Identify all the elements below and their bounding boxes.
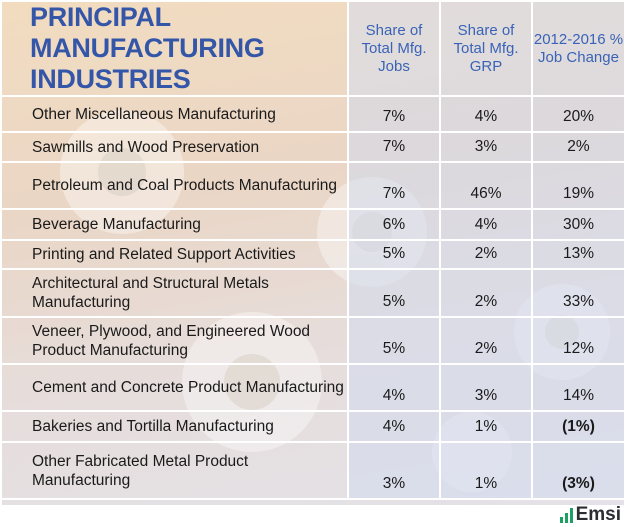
jobs-share: 6%: [347, 208, 440, 240]
jobs-share: 4%: [347, 363, 440, 411]
column-header-grp: Share of Total Mfg. GRP: [439, 2, 532, 96]
emsi-logo: Emsi: [559, 504, 621, 525]
jobs-share: 4%: [347, 410, 440, 442]
jobs-share: 5%: [347, 268, 440, 317]
grp-share: 2%: [439, 268, 532, 317]
brand-name: Emsi: [575, 504, 621, 525]
jobs-share: 5%: [347, 239, 440, 269]
table-row: Sawmills and Wood Preservation 7% 3% 2%: [2, 131, 624, 162]
table-row: Beverage Manufacturing 6% 4% 30%: [2, 208, 624, 240]
page-title: PRINCIPAL MANUFACTURING INDUSTRIES: [30, 2, 265, 94]
table-row: Veneer, Plywood, and Engineered Wood Pro…: [2, 316, 624, 364]
table-row: Petroleum and Coal Products Manufacturin…: [2, 161, 624, 209]
industry-name: Veneer, Plywood, and Engineered Wood Pro…: [2, 316, 348, 364]
column-header-jobs: Share of Total Mfg. Jobs: [347, 2, 440, 96]
grp-share: 2%: [439, 239, 532, 269]
job-change: 2%: [531, 131, 624, 162]
grp-share: 3%: [439, 131, 532, 162]
grp-share: 4%: [439, 95, 532, 132]
jobs-share: 5%: [347, 316, 440, 364]
grp-share: 2%: [439, 316, 532, 364]
grp-share: 1%: [439, 410, 532, 442]
table-panel: PRINCIPAL MANUFACTURING INDUSTRIES Share…: [2, 2, 624, 505]
job-change: (1%): [531, 410, 624, 442]
grp-share: 3%: [439, 363, 532, 411]
job-change: 33%: [531, 268, 624, 317]
jobs-share: 7%: [347, 95, 440, 132]
industry-name: Bakeries and Tortilla Manufacturing: [2, 410, 348, 442]
industries-table: PRINCIPAL MANUFACTURING INDUSTRIES Share…: [2, 2, 624, 500]
industry-name: Cement and Concrete Product Manufacturin…: [2, 363, 348, 411]
table-row: Cement and Concrete Product Manufacturin…: [2, 363, 624, 411]
industry-name: Petroleum and Coal Products Manufacturin…: [2, 161, 348, 209]
industry-name: Other Fabricated Metal Product Manufactu…: [2, 441, 348, 500]
bar-chart-icon: [559, 507, 573, 523]
table-row: Other Fabricated Metal Product Manufactu…: [2, 441, 624, 500]
header-row: PRINCIPAL MANUFACTURING INDUSTRIES Share…: [2, 2, 624, 96]
grp-share: 1%: [439, 441, 532, 500]
industry-name: Beverage Manufacturing: [2, 208, 348, 240]
grp-share: 4%: [439, 208, 532, 240]
industry-name: Other Miscellaneous Manufacturing: [2, 95, 348, 132]
job-change: 14%: [531, 363, 624, 411]
job-change: 12%: [531, 316, 624, 364]
table-row: Architectural and Structural Metals Manu…: [2, 268, 624, 317]
job-change: 20%: [531, 95, 624, 132]
jobs-share: 3%: [347, 441, 440, 500]
job-change: 13%: [531, 239, 624, 269]
job-change: (3%): [531, 441, 624, 500]
industry-name: Sawmills and Wood Preservation: [2, 131, 348, 162]
industry-name: Printing and Related Support Activities: [2, 239, 348, 269]
jobs-share: 7%: [347, 131, 440, 162]
job-change: 30%: [531, 208, 624, 240]
table-row: Printing and Related Support Activities …: [2, 239, 624, 269]
table-row: Other Miscellaneous Manufacturing 7% 4% …: [2, 95, 624, 132]
industry-name: Architectural and Structural Metals Manu…: [2, 268, 348, 317]
column-header-change: 2012-2016 % Job Change: [531, 2, 624, 96]
grp-share: 46%: [439, 161, 532, 209]
jobs-share: 7%: [347, 161, 440, 209]
job-change: 19%: [531, 161, 624, 209]
table-row: Bakeries and Tortilla Manufacturing 4% 1…: [2, 410, 624, 442]
